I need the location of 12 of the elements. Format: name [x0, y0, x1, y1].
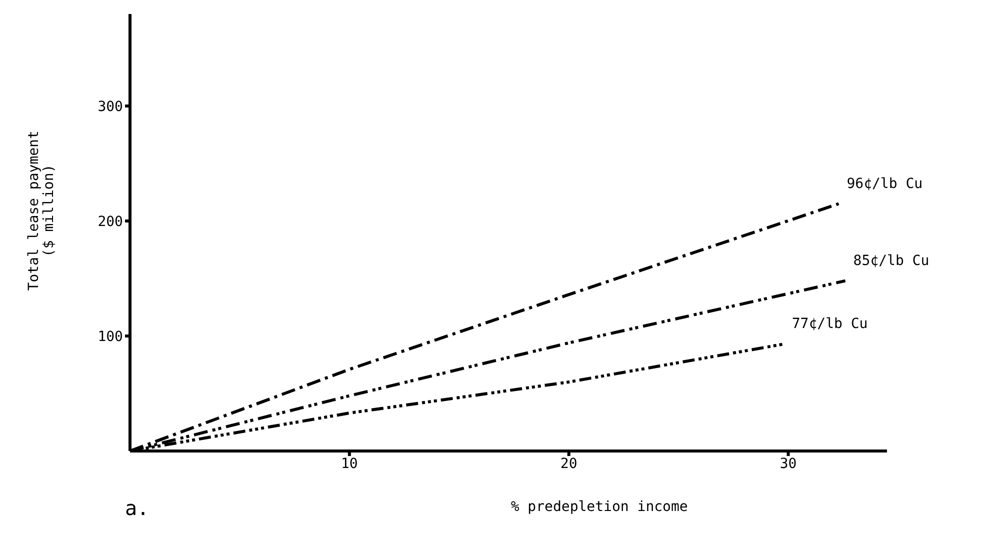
x-tick-label: 30 [780, 456, 797, 472]
x-tick-label: 10 [340, 456, 358, 472]
text: a. [125, 496, 150, 520]
y-tick-label: 100 [98, 328, 123, 345]
series-label: 96¢/lb Cu [846, 176, 923, 192]
y-axis-title: Total lease payment ($ million) [26, 130, 57, 291]
series-label: 85¢/lb Cu [853, 252, 930, 269]
series-label: 77¢/lb Cu [792, 316, 868, 332]
y-tick-label: 200 [98, 214, 123, 230]
x-tick-label: 20 [560, 456, 578, 472]
y-tick-label: 300 [98, 98, 123, 115]
x-axis-title: % predepletion income [510, 499, 688, 515]
